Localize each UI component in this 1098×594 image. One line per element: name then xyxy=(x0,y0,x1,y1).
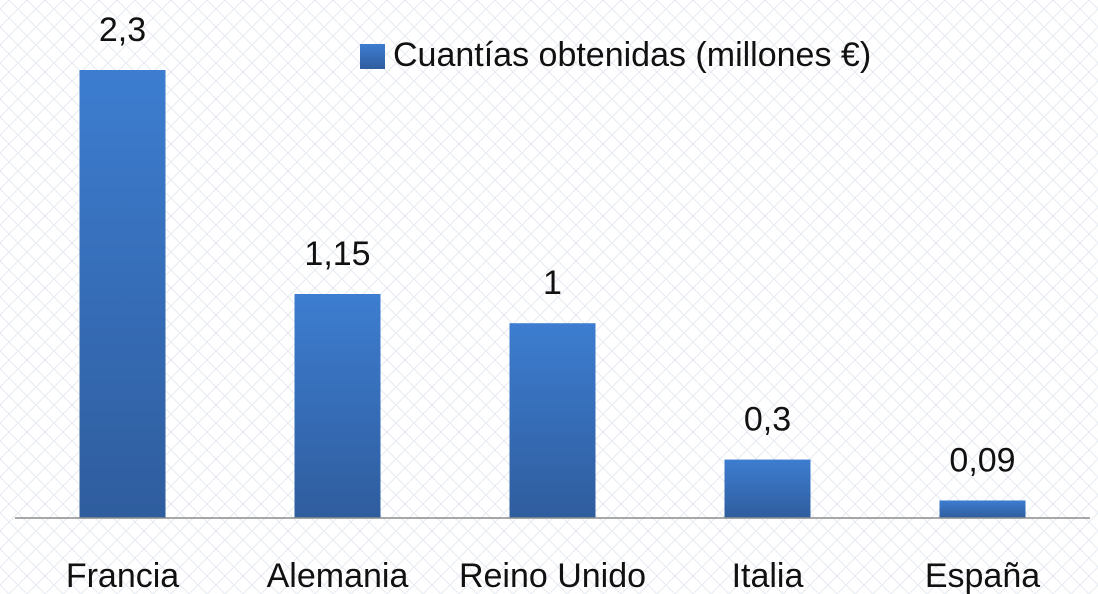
data-label: 0,3 xyxy=(744,401,791,439)
bar xyxy=(294,294,381,518)
data-label: 0,09 xyxy=(949,441,1015,479)
x-tick-label: España xyxy=(925,557,1040,594)
bar xyxy=(939,500,1026,518)
bar xyxy=(79,70,166,518)
x-tick-label: Reino Unido xyxy=(459,557,646,594)
legend-label: Cuantías obtenidas (millones €) xyxy=(393,36,871,74)
bar xyxy=(724,459,811,518)
legend-swatch xyxy=(360,44,385,69)
x-tick-label: Francia xyxy=(66,557,179,594)
bar xyxy=(509,323,596,518)
x-tick-label: Alemania xyxy=(267,557,409,594)
data-label: 1 xyxy=(543,264,562,302)
data-label: 1,15 xyxy=(304,235,370,273)
data-label: 2,3 xyxy=(99,11,146,49)
x-tick-label: Italia xyxy=(732,557,804,594)
